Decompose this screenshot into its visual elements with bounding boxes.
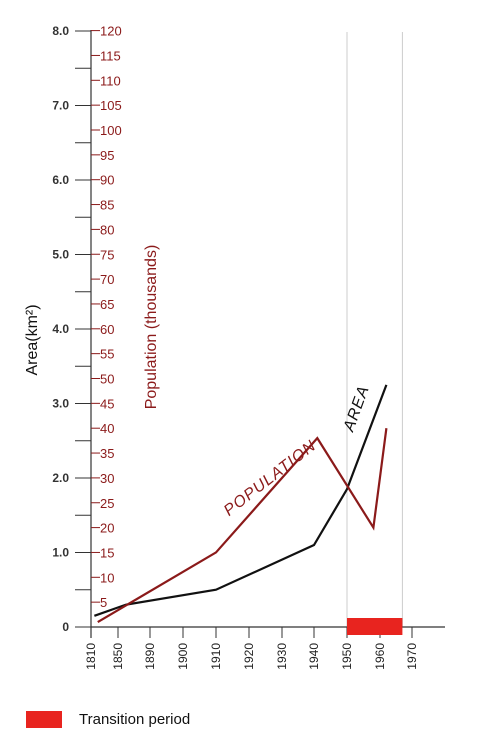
right-tick-label: 115 — [100, 48, 121, 63]
x-tick-label: 1930 — [275, 643, 289, 670]
right-tick-label: 70 — [100, 272, 114, 287]
right-tick-label: 95 — [100, 148, 114, 163]
right-tick-label: 30 — [100, 471, 114, 486]
right-tick-label: 100 — [100, 123, 122, 138]
legend-label: Transition period — [79, 711, 190, 728]
x-tick-label: 1940 — [307, 643, 321, 670]
x-tick-label: 1900 — [176, 643, 190, 670]
right-tick-label: 25 — [100, 496, 114, 511]
right-tick-label: 40 — [100, 421, 114, 436]
series-line-area — [94, 384, 388, 617]
series-label-population: POPULATION — [221, 437, 320, 519]
right-tick-label: 75 — [100, 247, 114, 262]
left-tick-label: 5.0 — [52, 248, 69, 262]
left-tick-label: 8.0 — [52, 24, 69, 38]
left-axis-title: Area(km²) — [24, 304, 41, 375]
x-tick-label: 1810 — [84, 643, 98, 670]
x-tick-label: 1960 — [373, 643, 387, 670]
right-tick-label: 85 — [100, 198, 114, 213]
right-tick-label: 90 — [100, 173, 114, 188]
left-tick-label: 0 — [62, 620, 69, 634]
series-lines — [94, 384, 388, 623]
left-tick-label: 6.0 — [52, 173, 69, 187]
right-tick-label: 110 — [100, 73, 121, 88]
x-tick-label: 1890 — [143, 643, 157, 670]
x-tick-label: 1950 — [340, 643, 354, 670]
right-tick-label: 20 — [100, 521, 114, 536]
right-axis-title: Population (thousands) — [143, 245, 160, 410]
right-tick-label: 15 — [100, 545, 114, 560]
x-tick-label: 1970 — [405, 643, 419, 670]
right-tick-label: 5 — [100, 595, 107, 610]
series-label-area: AREA — [340, 383, 373, 434]
right-tick-label: 45 — [100, 396, 114, 411]
axes: 0 1.0 2.0 3.0 4.0 5.0 6.0 7.0 8.0 5 10 15 20 25 30 35 40… — [52, 24, 445, 670]
right-tick-label: 10 — [100, 570, 114, 585]
right-tick-label: 50 — [100, 372, 114, 387]
right-tick-label: 105 — [100, 98, 122, 113]
left-tick-label: 7.0 — [52, 99, 69, 113]
left-tick-label: 1.0 — [52, 546, 69, 560]
transition-period-bar — [347, 618, 403, 635]
x-tick-label: 1920 — [242, 643, 256, 670]
x-tick-label: 1910 — [209, 643, 223, 670]
left-tick-label: 2.0 — [52, 471, 69, 485]
right-tick-label: 80 — [100, 222, 114, 237]
right-tick-label: 35 — [100, 446, 114, 461]
series-line-population — [97, 428, 388, 623]
right-tick-label: 55 — [100, 347, 114, 362]
right-tick-label: 65 — [100, 297, 114, 312]
right-tick-label: 120 — [100, 24, 122, 39]
vertical-gridlines — [346, 32, 403, 627]
series-labels: POPULATION AREA — [221, 383, 373, 519]
legend-swatch — [26, 711, 62, 728]
x-tick-label: 1850 — [111, 643, 125, 670]
left-tick-label: 3.0 — [52, 397, 69, 411]
transition-period-marker — [347, 618, 403, 635]
left-tick-label: 4.0 — [52, 322, 69, 336]
right-tick-label: 60 — [100, 322, 114, 337]
